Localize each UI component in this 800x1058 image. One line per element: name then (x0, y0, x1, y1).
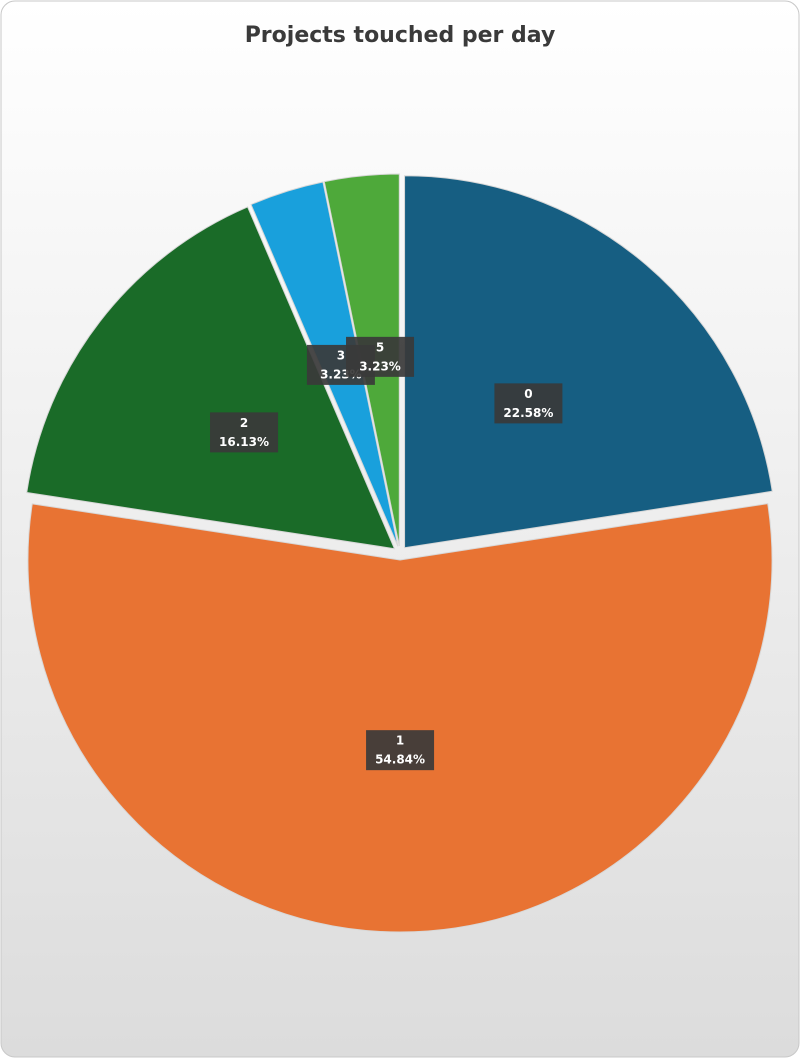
data-label-box (494, 383, 563, 424)
data-labels: 022.58%154.84%216.13%33.23%53.23% (210, 336, 563, 771)
data-label-value: 16.13% (219, 435, 269, 449)
data-label-value: 22.58% (503, 406, 553, 420)
data-label-box (366, 730, 435, 771)
data-label-box (210, 412, 279, 453)
data-label-box (346, 336, 415, 377)
pie-slice (404, 175, 773, 549)
data-label-category: 3 (337, 348, 345, 362)
data-label-category: 2 (240, 416, 248, 430)
data-label-category: 0 (524, 387, 532, 401)
pie-slice (27, 503, 773, 933)
chart-title: Projects touched per day (245, 23, 556, 48)
data-label-category: 1 (396, 734, 404, 748)
data-label-category: 5 (376, 340, 384, 354)
pie-slice (26, 206, 396, 550)
data-label-value: 3.23% (359, 359, 401, 373)
data-label-value: 54.84% (375, 753, 425, 767)
